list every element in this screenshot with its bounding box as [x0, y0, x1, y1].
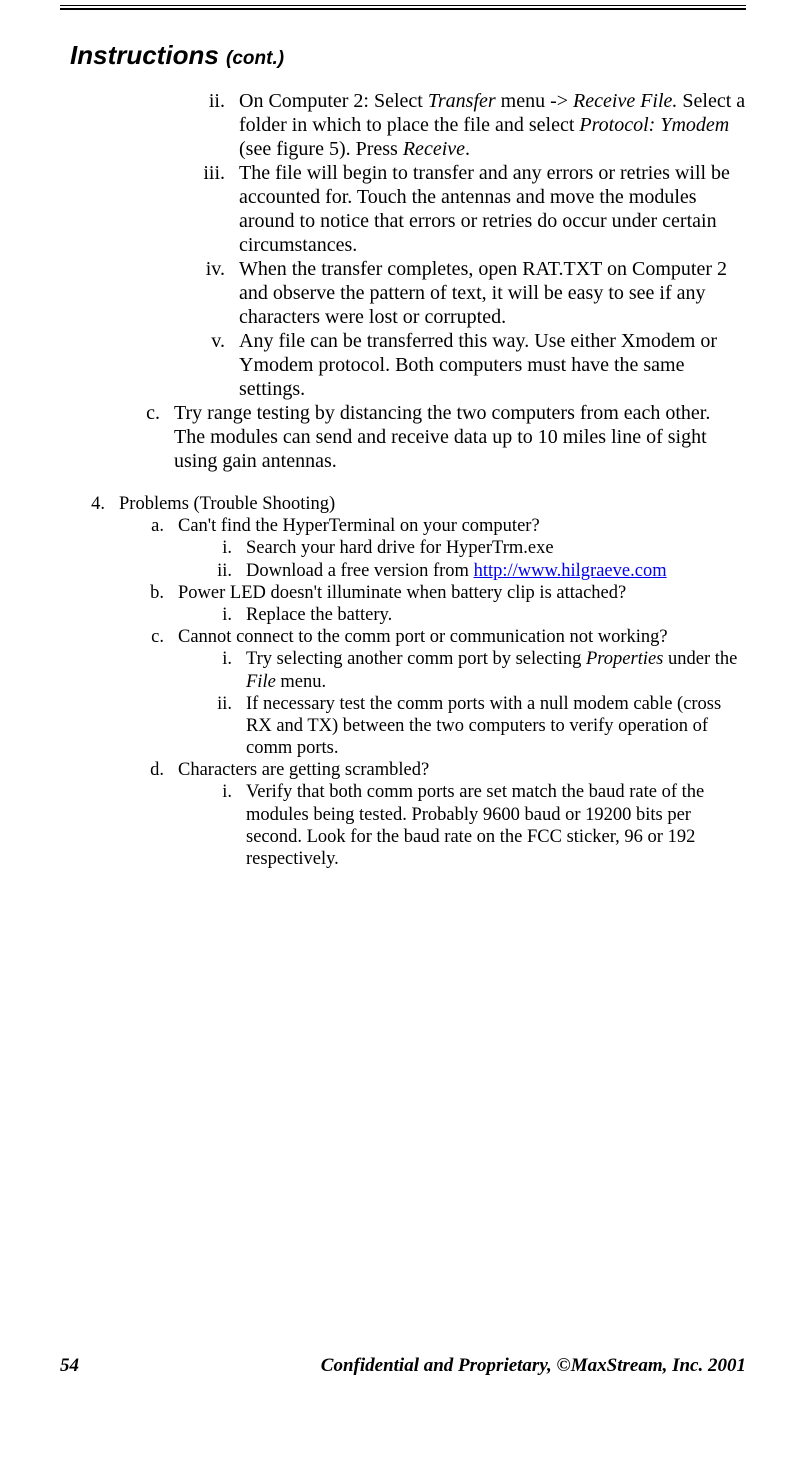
text-italic: Receive File.: [573, 90, 677, 112]
text-italic: Properties: [586, 649, 663, 669]
item-text: Download a free version from http://www.…: [246, 560, 746, 582]
list-item-c2: c. Cannot connect to the comm port or co…: [60, 626, 746, 648]
page-footer: 54 Confidential and Proprietary, ©MaxStr…: [60, 1355, 746, 1377]
list-item-c-i: i. Try selecting another comm port by se…: [60, 648, 746, 692]
item-text: Verify that both comm ports are set matc…: [246, 781, 746, 870]
text: Download a free version from: [246, 561, 474, 581]
text: On Computer 2: Select: [239, 90, 428, 112]
list-item-iv: iv. When the transfer completes, open RA…: [60, 257, 746, 329]
item-text: Any file can be transferred this way. Us…: [239, 329, 746, 401]
text: menu.: [276, 672, 326, 692]
list-item-d-i: i. Verify that both comm ports are set m…: [60, 781, 746, 870]
text-italic: Protocol: Ymodem: [579, 114, 729, 136]
marker: a.: [60, 515, 178, 537]
text: Try selecting another comm port by selec…: [246, 649, 586, 669]
item-text: Try range testing by distancing the two …: [174, 401, 746, 473]
heading-main: Instructions: [70, 40, 226, 70]
list-item-iii: iii. The file will begin to transfer and…: [60, 161, 746, 257]
marker: c.: [60, 401, 174, 473]
heading-cont: (cont.): [226, 48, 284, 69]
list-item-a-i: i. Search your hard drive for HyperTrm.e…: [60, 537, 746, 559]
text: (see figure 5). Press: [239, 138, 403, 160]
item-text: Problems (Trouble Shooting): [119, 493, 746, 515]
marker: i.: [60, 604, 246, 626]
list-item-4: 4. Problems (Trouble Shooting): [60, 493, 746, 515]
list-item-b-i: i. Replace the battery.: [60, 604, 746, 626]
page-number: 54: [60, 1355, 79, 1377]
item-text: Can't find the HyperTerminal on your com…: [178, 515, 746, 537]
item-text: Replace the battery.: [246, 604, 746, 626]
hilgraeve-link[interactable]: http://www.hilgraeve.com: [474, 561, 667, 581]
text: menu ->: [496, 90, 573, 112]
footer-notice: Confidential and Proprietary, ©MaxStream…: [321, 1355, 746, 1377]
list-item-ii: ii. On Computer 2: Select Transfer menu …: [60, 89, 746, 161]
item-text: Cannot connect to the comm port or commu…: [178, 626, 746, 648]
marker: ii.: [60, 89, 239, 161]
marker: b.: [60, 582, 178, 604]
page: MaxStream 9XStream™ Wireless OEM Module …: [0, 0, 806, 1405]
item-text: The file will begin to transfer and any …: [239, 161, 746, 257]
troubleshooting-section: 4. Problems (Trouble Shooting) a. Can't …: [60, 493, 746, 870]
marker: d.: [60, 759, 178, 781]
marker: i.: [60, 537, 246, 559]
item-text: Power LED doesn't illuminate when batter…: [178, 582, 746, 604]
text-italic: Transfer: [428, 90, 496, 112]
list-item-a-ii: ii. Download a free version from http://…: [60, 560, 746, 582]
item-text: If necessary test the comm ports with a …: [246, 693, 746, 760]
header-rule: [60, 5, 746, 6]
marker: v.: [60, 329, 239, 401]
list-item-d: d. Characters are getting scrambled?: [60, 759, 746, 781]
list-item-c-ii: ii. If necessary test the comm ports wit…: [60, 693, 746, 760]
marker: c.: [60, 626, 178, 648]
body-content: ii. On Computer 2: Select Transfer menu …: [60, 89, 746, 870]
item-text: When the transfer completes, open RAT.TX…: [239, 257, 746, 329]
text-italic: File: [246, 672, 276, 692]
marker: iv.: [60, 257, 239, 329]
list-item-v: v. Any file can be transferred this way.…: [60, 329, 746, 401]
item-text: On Computer 2: Select Transfer menu -> R…: [239, 89, 746, 161]
marker: ii.: [60, 693, 246, 760]
list-item-c: c. Try range testing by distancing the t…: [60, 401, 746, 473]
item-text: Try selecting another comm port by selec…: [246, 648, 746, 692]
text: under the: [663, 649, 737, 669]
marker: i.: [60, 648, 246, 692]
section-heading: Instructions (cont.): [70, 40, 746, 71]
item-text: Search your hard drive for HyperTrm.exe: [246, 537, 746, 559]
marker: i.: [60, 781, 246, 870]
text: .: [465, 138, 470, 160]
item-text: Characters are getting scrambled?: [178, 759, 746, 781]
header-rule-thick: [60, 8, 746, 10]
marker: ii.: [60, 560, 246, 582]
marker: 4.: [60, 493, 119, 515]
marker: iii.: [60, 161, 239, 257]
list-item-a: a. Can't find the HyperTerminal on your …: [60, 515, 746, 537]
list-item-b: b. Power LED doesn't illuminate when bat…: [60, 582, 746, 604]
text-italic: Receive: [403, 138, 465, 160]
